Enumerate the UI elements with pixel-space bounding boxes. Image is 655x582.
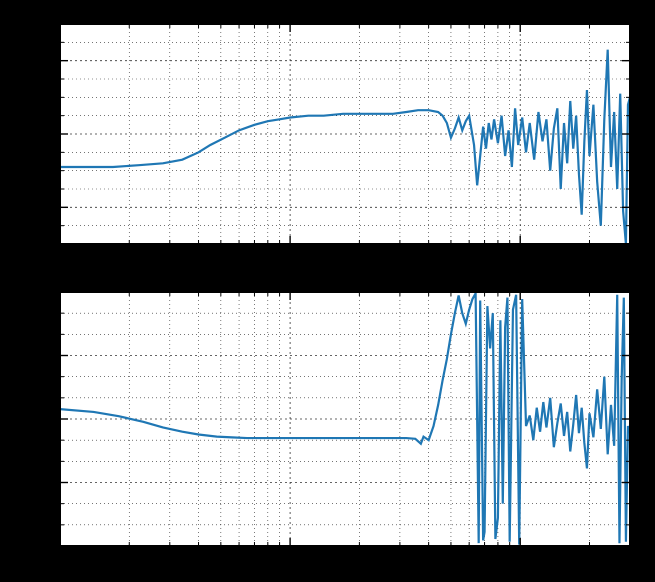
- figure: [0, 0, 655, 582]
